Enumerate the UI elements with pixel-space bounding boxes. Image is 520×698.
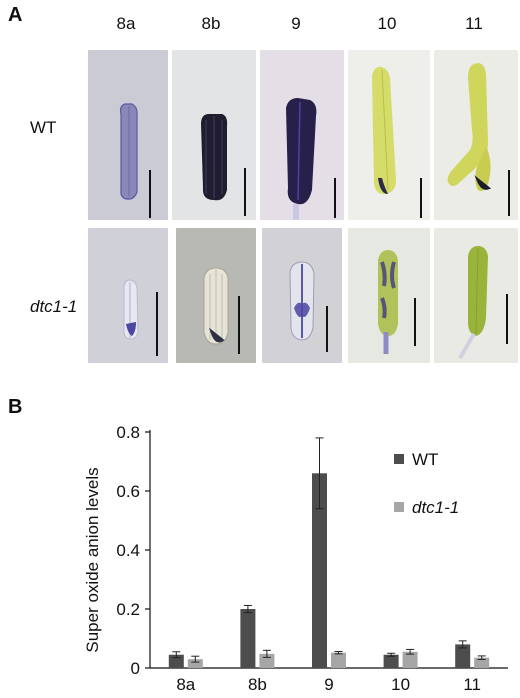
bar-wt — [383, 654, 399, 668]
bars — [168, 437, 490, 668]
stage-label-8a: 8a — [116, 14, 136, 33]
x-tick-label: 9 — [324, 675, 333, 694]
photo-dtc1-1-10 — [348, 228, 430, 363]
stage-label-8b: 8b — [201, 14, 221, 33]
x-tick-label: 10 — [391, 675, 410, 694]
bar-dtc1-1 — [187, 659, 203, 668]
bar-wt — [312, 473, 327, 668]
x-tick-label: 8b — [248, 675, 267, 694]
y-tick-label: 0.4 — [116, 541, 140, 560]
photo-dtc1-1-11 — [434, 228, 518, 363]
bar-wt — [240, 609, 256, 668]
bar-dtc1-1 — [331, 652, 346, 668]
stage-label-10: 10 — [377, 14, 397, 33]
photo-dtc1-1-9 — [262, 228, 342, 363]
legend-swatch-wt — [394, 454, 404, 464]
superoxide-bar-chart: 0 0.2 0.4 0.6 0.8 8a 8b 9 10 11 WT dtc1-1 Super … — [83, 423, 508, 694]
photo-wt-11 — [434, 50, 518, 220]
photo-dtc1-1-8b — [176, 228, 256, 363]
x-axis: 8a 8b 9 10 11 — [150, 667, 508, 694]
photo-wt-8a — [88, 50, 168, 220]
y-axis-label: Super oxide anion levels — [83, 467, 102, 652]
y-tick-label: 0 — [131, 659, 140, 678]
y-tick-label: 0.2 — [116, 600, 140, 619]
panel-a-letter: A — [8, 4, 23, 26]
row-label-wt: WT — [30, 118, 57, 137]
y-axis: 0 0.2 0.4 0.6 0.8 — [116, 423, 151, 678]
row-label-dtc1-1: dtc1-1 — [30, 297, 78, 316]
stage-label-11: 11 — [465, 14, 483, 33]
legend-swatch-dtc1-1 — [394, 502, 404, 512]
photo-wt-8b — [172, 50, 256, 220]
y-tick-label: 0.8 — [116, 423, 140, 442]
bar-dtc1-1 — [474, 657, 490, 668]
legend-label-wt: WT — [412, 450, 438, 469]
bar-dtc1-1 — [402, 651, 418, 668]
photo-wt-9 — [260, 50, 344, 220]
legend: WT dtc1-1 — [394, 450, 459, 517]
stage-label-9: 9 — [291, 14, 301, 33]
legend-label-dtc1-1: dtc1-1 — [412, 498, 459, 517]
photo-wt-10 — [348, 50, 430, 220]
x-tick-label: 8a — [176, 675, 195, 694]
bar-wt — [455, 644, 471, 668]
photo-dtc1-1-8a — [88, 228, 168, 363]
panel-b-letter: B — [8, 396, 23, 418]
y-tick-label: 0.6 — [116, 482, 140, 501]
x-tick-label: 11 — [463, 675, 481, 694]
